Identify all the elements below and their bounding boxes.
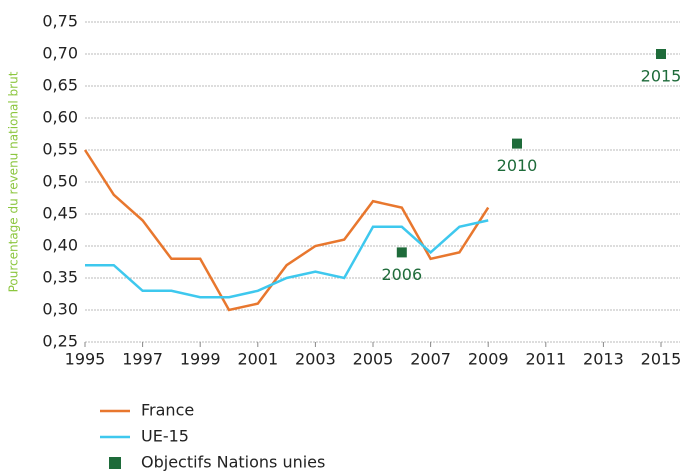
legend-label: Objectifs Nations unies (141, 453, 325, 472)
line (83, 149, 490, 312)
legend-label: UE-15 (141, 427, 189, 446)
point-label: 2015 (641, 67, 682, 86)
legend-swatch (109, 457, 121, 469)
y-tick-label: 0,45 (42, 204, 78, 223)
y-tick-label: 0,65 (42, 76, 78, 95)
x-tick-label: 2013 (583, 350, 624, 369)
y-tick-label: 0,35 (42, 268, 78, 287)
legend-label: France (141, 401, 194, 420)
x-tick-label: 1995 (65, 350, 106, 369)
x-tick-label: 2007 (410, 350, 451, 369)
y-tick-label: 0,55 (42, 140, 78, 159)
x-tick-label: 2015 (641, 350, 682, 369)
y-tick-label: 0,50 (42, 172, 78, 191)
x-tick-label: 2003 (295, 350, 336, 369)
y-tick-label: 0,60 (42, 108, 78, 127)
x-tick-label: 2011 (525, 350, 566, 369)
y-tick-label: 0,70 (42, 44, 78, 63)
y-tick-label: 0,75 (42, 12, 78, 31)
target-marker (512, 138, 522, 149)
x-tick-label: 2005 (353, 350, 394, 369)
y-tick-label: 0,25 (42, 332, 78, 351)
point-label: 2006 (381, 265, 422, 284)
y-tick-label: 0,30 (42, 300, 78, 319)
x-tick-label: 1999 (180, 350, 221, 369)
target-marker (396, 247, 407, 258)
y-axis-label: Pourcentage du revenu national brut (7, 71, 21, 292)
target-marker (656, 49, 666, 59)
x-tick-label: 2009 (468, 350, 509, 369)
x-tick-label: 2001 (237, 350, 278, 369)
y-tick-label: 0,40 (42, 236, 78, 255)
x-tick-label: 1997 (122, 350, 163, 369)
line (85, 219, 489, 299)
point-label: 2010 (497, 156, 538, 175)
